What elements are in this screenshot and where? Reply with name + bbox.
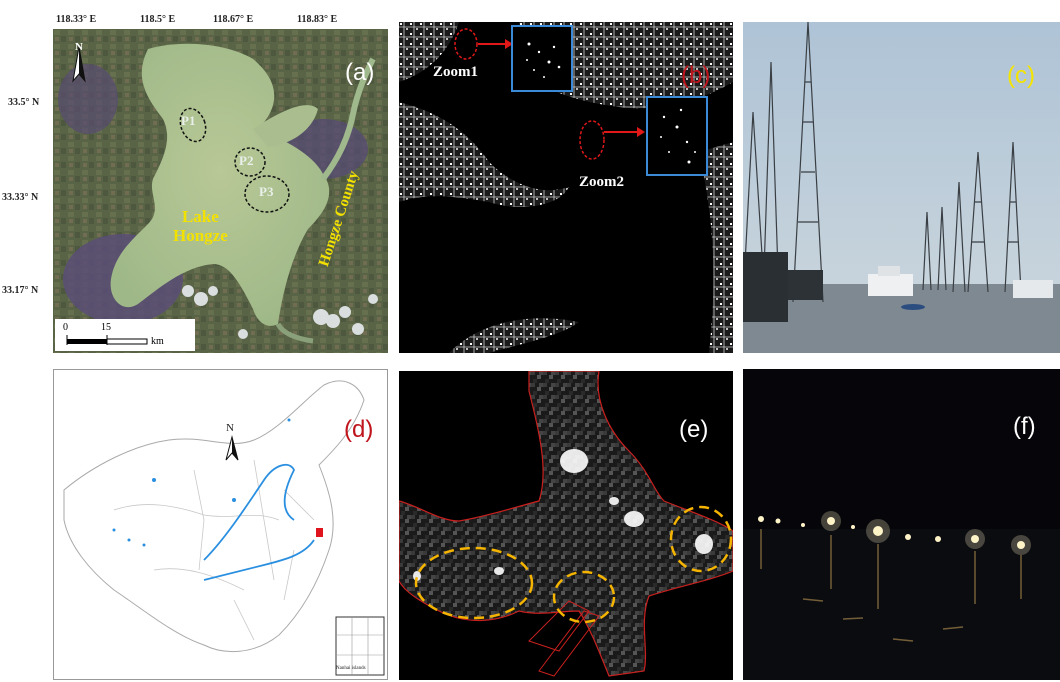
lon-tick-1: 118.33° E [56,14,97,25]
lat-tick-1: 33.5° N [8,97,40,108]
lake-name-line-2: Hongze [173,226,228,245]
p3-marker [244,175,290,213]
point-p2-label: P2 [239,153,254,168]
panel-d-label: (d) [344,416,374,443]
lake-name-label: Lake Hongze [173,207,228,245]
panel-b-map [399,22,733,353]
north-letter-d: N [226,422,234,434]
panel-e-map [399,371,733,677]
highlight-zone-1 [414,546,534,620]
zoom1-label: Zoom1 [433,64,478,80]
scale-mid: 15 [101,322,111,333]
zoom2-box [646,96,708,176]
panel-a-map [53,29,388,353]
zoom2-target [579,120,605,160]
north-letter: N [75,41,83,53]
highlight-zone-3 [669,505,733,573]
scale-unit: km [151,336,164,347]
point-p3-label: P3 [259,184,274,199]
zoom1-box [511,25,573,92]
light-points [758,516,1025,549]
panel-e-brightness-map: (e) [399,371,733,680]
study-area-marker [316,528,323,537]
zoom2-label: Zoom2 [579,174,624,190]
panel-c-scene [743,22,1060,353]
inset-caption: Nanhai islands [336,666,366,671]
north-arrow-icon [225,435,239,461]
inset-map [335,616,385,676]
panel-e-label: (e) [679,416,709,443]
panel-b-label: (b) [681,62,711,89]
p1-marker [179,107,207,143]
panel-b-radar-image: Zoom1 Zoom2 (b) [399,22,733,353]
panel-f-label: (f) [1013,413,1036,440]
scale-start: 0 [63,322,68,333]
zoom1-target [454,28,478,60]
lat-tick-2: 33.33° N [2,192,39,203]
panel-f-night-photo: (f) [743,369,1060,680]
lake-dots [112,418,291,547]
panel-c-label: (c) [1007,62,1035,89]
p2-marker [234,147,266,177]
lon-tick-2: 118.5° E [140,14,176,25]
river-lines [203,463,315,581]
lake-name-line-1: Lake [181,207,219,226]
panel-a-satellite-image: (a) P1 P2 P3 Lake Hongze Hongze County N… [53,29,388,353]
lon-tick-4: 118.83° E [297,14,338,25]
scale-bar [55,319,195,351]
highlight-zone-2 [552,570,616,624]
panel-f-scene [743,369,1060,680]
lat-tick-3: 33.17° N [2,285,39,296]
panel-d-map [63,380,385,676]
point-p1-label: P1 [181,113,196,128]
lon-tick-3: 118.67° E [213,14,254,25]
north-arrow-icon [72,46,86,83]
panel-d-china-map: (d) N Nanhai islands [53,369,388,680]
panel-a-label: (a) [345,59,375,86]
panel-c-photo: (c) [743,22,1060,353]
